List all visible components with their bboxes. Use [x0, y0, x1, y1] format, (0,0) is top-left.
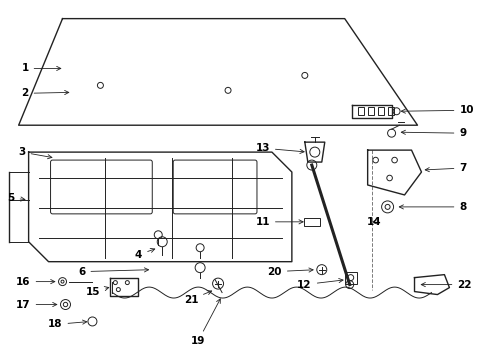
Bar — [368, 107, 374, 115]
Text: 20: 20 — [268, 267, 313, 276]
Text: 18: 18 — [48, 319, 87, 329]
Text: 19: 19 — [191, 299, 220, 346]
Text: 13: 13 — [255, 143, 304, 153]
Text: 11: 11 — [255, 217, 303, 227]
Text: 10: 10 — [401, 105, 474, 115]
Text: 8: 8 — [399, 202, 466, 212]
Text: 4: 4 — [135, 248, 155, 260]
Bar — [378, 107, 384, 115]
Text: 9: 9 — [401, 128, 466, 138]
Text: 7: 7 — [425, 163, 467, 173]
Text: 22: 22 — [421, 280, 472, 289]
Text: 21: 21 — [184, 291, 212, 305]
Text: 15: 15 — [86, 287, 109, 297]
Text: 17: 17 — [16, 300, 57, 310]
Text: 16: 16 — [16, 276, 55, 287]
Text: 5: 5 — [7, 193, 25, 203]
Text: 6: 6 — [78, 267, 148, 276]
Text: 12: 12 — [297, 279, 343, 289]
Bar — [304, 218, 320, 226]
Text: 14: 14 — [367, 217, 382, 227]
Text: 3: 3 — [18, 147, 52, 159]
Bar — [358, 107, 364, 115]
Text: 1: 1 — [22, 63, 61, 73]
Bar — [345, 272, 357, 284]
Bar — [388, 107, 393, 115]
Text: 2: 2 — [22, 88, 69, 98]
